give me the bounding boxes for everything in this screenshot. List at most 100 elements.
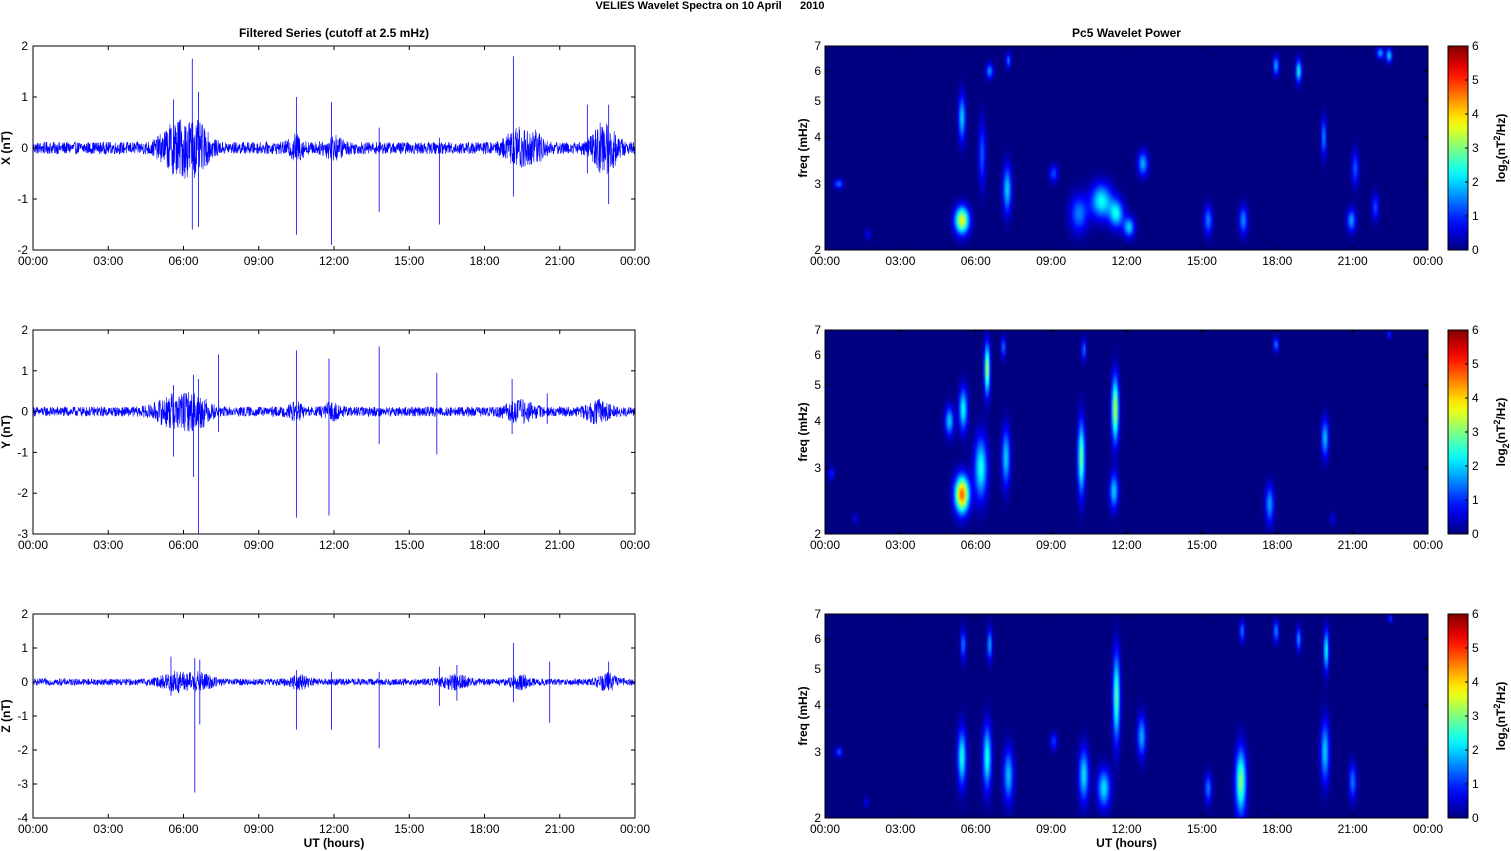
wavelet-z-colorbar-label-part: (nT [1494,708,1508,727]
wavelet-y-x-tick-label: 06:00 [961,538,991,552]
wavelet-z-colorbar-tick-label: 6 [1472,607,1479,621]
wavelet-z-x-tick-label: 03:00 [885,822,915,836]
wavelet-x-y-tick-label: 6 [814,64,821,78]
wavelet-y-plot: 2 3 4 5 6 7 00:00 03:00 06:00 09:00 12:00 15:00 18:0… [796,323,1511,552]
series-x-x-tick-label: 03:00 [93,254,123,268]
series-z-xlabel: UT (hours) [304,836,365,850]
wavelet-z-y-tick-label: 4 [814,698,821,712]
figure-title: VELIES Wavelet Spectra on 10 April 2010 [595,0,824,12]
series-y-plot: -3 -2 -1 0 1 2 00:00 03:00 06:00 09:00 12:00 15:00 1… [0,323,650,552]
wavelet-y-colorbar-label-part: 2 [1492,420,1502,425]
series-y-x-tick-label: 18:00 [469,538,499,552]
wavelet-y-colorbar-tick-label: 5 [1472,357,1479,371]
wavelet-y-x-tick-label: 18:00 [1262,538,1292,552]
wavelet-z-colorbar-label-part: 2 [1492,704,1502,709]
wavelet-z-x-tick-label: 21:00 [1338,822,1368,836]
wavelet-y-colorbar-label-part: /Hz) [1494,398,1508,420]
wavelet-z-x-tick-label: 12:00 [1111,822,1141,836]
wavelet-y-x-tick-label: 00:00 [810,538,840,552]
wavelet-x-colorbar-tick-label: 5 [1472,73,1479,87]
wavelet-x-colorbar-tick-label: 3 [1472,141,1479,155]
wavelet-y-y-tick-label: 7 [814,323,821,337]
wavelet-x-x-tick-label: 09:00 [1036,254,1066,268]
wavelet-y-x-tick-label: 00:00 [1413,538,1443,552]
series-z-x-tick-label: 03:00 [93,822,123,836]
series-x-x-tick-label: 00:00 [620,254,650,268]
series-y-ylabel: Y (nT) [0,415,13,449]
series-z-y-tick-label: -4 [17,811,28,825]
series-x-x-tick-label: 06:00 [168,254,198,268]
wavelet-y-colorbar-tick-label: 0 [1472,527,1479,541]
wavelet-z-plot: 2 3 4 5 6 7 00:00 03:00 06:00 09:00 12:00 15:00 18:0… [796,607,1511,850]
wavelet-x-x-tick-label: 03:00 [885,254,915,268]
wavelet-y-x-tick-label: 12:00 [1111,538,1141,552]
series-y-y-tick-label: -2 [17,486,28,500]
series-z-x-tick-label: 00:00 [620,822,650,836]
wavelet-z-x-tick-label: 06:00 [961,822,991,836]
series-z-y-tick-label: 0 [21,675,28,689]
series-x-ylabel: X (nT) [0,131,13,165]
wavelet-z-heatmap [825,614,1428,818]
series-x-x-tick-label: 18:00 [469,254,499,268]
series-x-y-tick-label: 0 [21,141,28,155]
wavelet-z-colorbar-label-part: /Hz) [1494,682,1508,704]
series-z-x-tick-label: 00:00 [18,822,48,836]
wavelet-y-x-tick-label: 03:00 [885,538,915,552]
wavelet-z-x-tick-label: 09:00 [1036,822,1066,836]
wavelet-z-colorbar-tick-label: 1 [1472,777,1479,791]
series-z-x-tick-label: 09:00 [244,822,274,836]
wavelet-x-x-tick-label: 06:00 [961,254,991,268]
series-x-x-tick-label: 00:00 [18,254,48,268]
wavelet-x-colorbar-tick-label: 2 [1472,175,1479,189]
wavelet-x-y-tick-label: 5 [814,94,821,108]
wavelet-x-ylabel: freq (mHz) [796,118,810,177]
wavelet-x-colorbar-tick-label: 4 [1472,107,1479,121]
series-y-x-tick-label: 06:00 [168,538,198,552]
wavelet-z-y-tick-label: 7 [814,607,821,621]
wavelet-x-colorbar-tick-label: 0 [1472,243,1479,257]
wavelet-y-y-tick-label: 2 [814,527,821,541]
wavelet-y-x-tick-label: 21:00 [1338,538,1368,552]
series-y-y-tick-label: -1 [17,445,28,459]
series-y-x-tick-label: 00:00 [620,538,650,552]
wavelet-x-x-tick-label: 18:00 [1262,254,1292,268]
wavelet-y-colorbar-tick-label: 4 [1472,391,1479,405]
wavelet-z-y-tick-label: 5 [814,662,821,676]
series-y-x-tick-label: 00:00 [18,538,48,552]
wavelet-x-x-tick-label: 00:00 [1413,254,1443,268]
series-x-y-tick-label: 2 [21,39,28,53]
wavelet-z-y-tick-label: 6 [814,632,821,646]
series-y-x-tick-label: 12:00 [319,538,349,552]
series-y-y-tick-label: -3 [17,527,28,541]
series-z-ylabel: Z (nT) [0,699,13,732]
wavelet-z-colorbar-tick-label: 5 [1472,641,1479,655]
series-z-x-tick-label: 18:00 [469,822,499,836]
series-y-y-tick-label: 2 [21,323,28,337]
wavelet-x-title: Pc5 Wavelet Power [1072,26,1181,40]
series-y-x-tick-label: 15:00 [394,538,424,552]
wavelet-x-colorbar-tick-label: 1 [1472,209,1479,223]
wavelet-z-y-tick-label: 2 [814,811,821,825]
wavelet-x-heatmap [825,46,1428,250]
series-z-x-tick-label: 06:00 [168,822,198,836]
wavelet-y-y-tick-label: 3 [814,461,821,475]
series-x-x-tick-label: 12:00 [319,254,349,268]
wavelet-z-colorbar-tick-label: 0 [1472,811,1479,825]
series-z-line [33,670,635,694]
series-x-y-tick-label: -1 [17,192,28,206]
series-x-y-tick-label: -2 [17,243,28,257]
wavelet-y-x-tick-label: 15:00 [1187,538,1217,552]
series-x-plot: -2 -1 0 1 2 00:00 03:00 06:00 09:00 12:00 15:00 18:… [0,26,650,268]
wavelet-z-x-tick-label: 18:00 [1262,822,1292,836]
series-x-y-tick-label: 1 [21,90,28,104]
wavelet-z-colorbar-label-part: log [1494,732,1508,750]
wavelet-z-colorbar-label: log2(nT2/Hz) [1492,682,1511,751]
wavelet-x-colorbar-label-part: 2 [1492,136,1502,141]
series-x-line [33,119,635,179]
wavelet-z-x-tick-label: 15:00 [1187,822,1217,836]
series-z-y-tick-label: -1 [17,709,28,723]
series-z-plot-area [33,614,635,818]
